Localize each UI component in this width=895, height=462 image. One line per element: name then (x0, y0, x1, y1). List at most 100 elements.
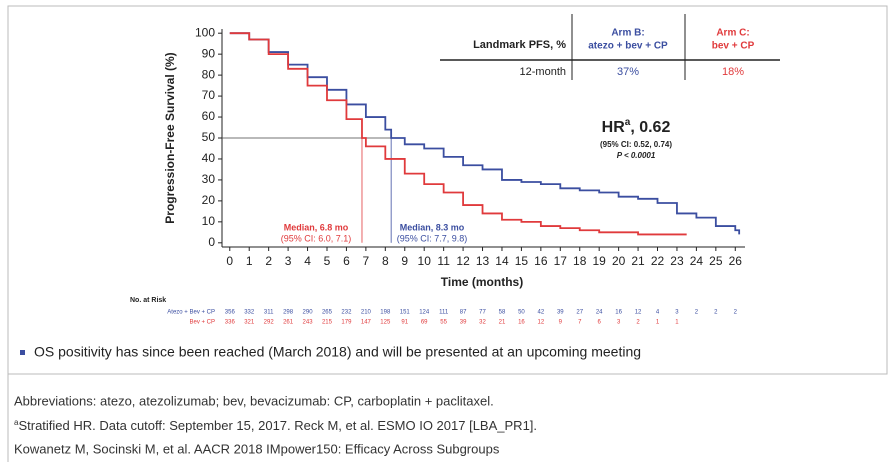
risk-count: 27 (576, 310, 583, 316)
hr-value: , 0.62 (630, 119, 670, 136)
x-tick-label: 18 (573, 254, 587, 268)
risk-count: 147 (361, 320, 372, 326)
y-tick-label: 70 (202, 88, 216, 102)
median-c: Median, 6.8 mo (284, 222, 349, 232)
risk-count: 1 (656, 320, 660, 326)
x-tick-label: 12 (456, 254, 470, 268)
risk-count: 58 (499, 310, 506, 316)
x-tick-label: 8 (382, 254, 389, 268)
table-header: bev + CP (712, 41, 755, 52)
risk-count: 311 (264, 310, 274, 316)
km-curve (229, 32, 741, 235)
x-tick-label: 23 (670, 254, 684, 268)
y-tick-label: 20 (202, 193, 216, 207)
risk-count: 55 (440, 320, 447, 326)
abbreviations: Abbreviations: atezo, atezolizumab; bev,… (14, 393, 494, 408)
bullet-marker (20, 350, 25, 355)
risk-count: 151 (400, 310, 411, 316)
hr-p: P < 0.0001 (617, 151, 656, 160)
risk-count: 290 (303, 310, 314, 316)
risk-label: Atezo + Bev + CP (167, 310, 215, 316)
y-axis-title: Progression-Free Survival (%) (163, 52, 177, 223)
risk-title: No. at Risk (130, 297, 166, 304)
x-tick-label: 11 (437, 254, 450, 268)
risk-count: 198 (380, 310, 391, 316)
risk-count: 2 (714, 310, 718, 316)
table-header: Landmark PFS, % (473, 39, 566, 51)
x-tick-label: 1 (246, 254, 253, 268)
hr-sup: a (625, 117, 631, 128)
y-tick-label: 0 (208, 235, 215, 249)
x-tick-label: 3 (285, 254, 292, 268)
risk-count: 356 (225, 310, 236, 316)
risk-count: 50 (518, 310, 525, 316)
table-cell: 12-month (520, 66, 566, 78)
risk-count: 87 (460, 310, 467, 316)
x-tick-label: 15 (515, 254, 529, 268)
risk-count: 24 (596, 310, 603, 316)
y-tick-label: 40 (202, 151, 216, 165)
risk-count: 21 (499, 320, 506, 326)
risk-count: 336 (225, 320, 236, 326)
y-tick-label: 10 (202, 214, 216, 228)
x-tick-label: 16 (534, 254, 548, 268)
x-tick-label: 20 (612, 254, 626, 268)
risk-count: 9 (559, 320, 563, 326)
risk-count: 7 (578, 320, 582, 326)
median-b: Median, 8.3 mo (400, 222, 465, 232)
risk-count: 16 (518, 320, 525, 326)
risk-count: 179 (341, 320, 352, 326)
y-tick-label: 50 (202, 130, 216, 144)
risk-count: 91 (401, 320, 408, 326)
risk-count: 39 (557, 310, 564, 316)
risk-count: 292 (264, 320, 275, 326)
footnote-sup: a (14, 418, 19, 427)
risk-count: 42 (538, 310, 545, 316)
risk-count: 12 (538, 320, 545, 326)
risk-count: 332 (244, 310, 255, 316)
reference: Kowanetz M, Socinski M, et al. AACR 2018… (14, 441, 500, 456)
risk-count: 1 (675, 320, 679, 326)
table-header: Arm C: (716, 28, 749, 39)
footnote-text: Stratified HR. Data cutoff: September 15… (18, 418, 537, 433)
risk-count: 3 (675, 310, 679, 316)
risk-count: 4 (656, 310, 660, 316)
risk-count: 2 (695, 310, 699, 316)
table-header: Arm B: (611, 28, 644, 39)
x-tick-label: 24 (690, 254, 704, 268)
x-tick-label: 0 (226, 254, 233, 268)
risk-count: 16 (615, 310, 622, 316)
y-tick-label: 80 (202, 67, 216, 81)
table-cell: 37% (617, 66, 639, 78)
table-cell: 18% (722, 66, 744, 78)
x-tick-label: 22 (651, 254, 665, 268)
risk-count: 32 (479, 320, 486, 326)
panel-border (7, 5, 888, 375)
risk-count: 243 (303, 320, 314, 326)
table-header: atezo + bev + CP (588, 41, 668, 52)
risk-count: 2 (636, 320, 640, 326)
risk-count: 77 (479, 310, 486, 316)
risk-count: 125 (380, 320, 391, 326)
risk-count: 39 (460, 320, 467, 326)
risk-count: 111 (439, 310, 449, 316)
x-tick-label: 2 (265, 254, 272, 268)
median-b-ci: (95% CI: 7.7, 9.8) (397, 233, 468, 243)
x-tick-label: 4 (304, 254, 311, 268)
risk-count: 3 (617, 320, 621, 326)
y-tick-label: 90 (202, 46, 216, 60)
risk-count: 298 (283, 310, 294, 316)
x-axis-title: Time (months) (441, 275, 523, 289)
risk-count: 2 (734, 310, 738, 316)
bullet-text: OS positivity has since been reached (Ma… (34, 344, 641, 360)
median-c-ci: (95% CI: 6.0, 7.1) (281, 233, 352, 243)
x-tick-label: 6 (343, 254, 350, 268)
risk-count: 321 (244, 320, 255, 326)
x-tick-label: 5 (324, 254, 331, 268)
y-tick-label: 60 (202, 109, 216, 123)
risk-count: 6 (598, 320, 602, 326)
risk-label: Bev + CP (189, 320, 215, 326)
x-tick-label: 26 (729, 254, 743, 268)
x-tick-label: 17 (554, 254, 568, 268)
